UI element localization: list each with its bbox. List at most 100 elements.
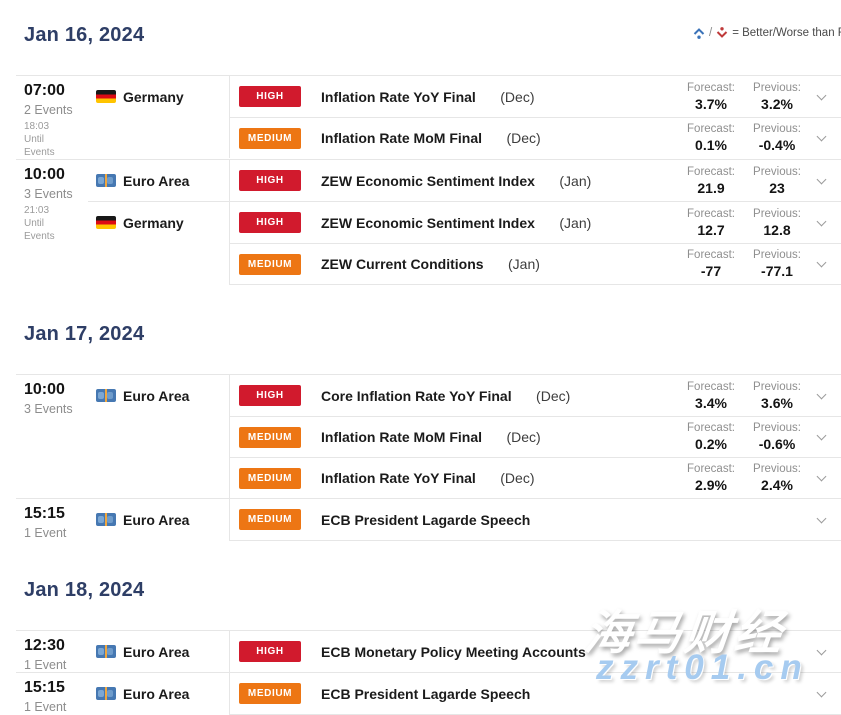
event-row[interactable]: HIGH Inflation Rate YoY Final (Dec) Fore… — [230, 76, 841, 117]
forecast-col: Forecast: 3.7% — [684, 82, 738, 112]
forecast-previous: Forecast: 12.7 Previous: 12.8 — [684, 208, 804, 238]
event-title: ECB President Lagarde Speech — [321, 685, 531, 702]
expand-chevron-icon[interactable] — [816, 513, 827, 523]
event-row[interactable]: MEDIUM ZEW Current Conditions (Jan) Fore… — [230, 243, 841, 284]
forecast-previous: Forecast: 0.1% Previous: -0.4% — [684, 123, 804, 153]
event-row[interactable]: MEDIUM ECB President Lagarde Speech — [230, 499, 841, 540]
euro-area-flag-icon — [96, 645, 116, 658]
expand-chevron-icon[interactable] — [816, 471, 827, 482]
event-title: Inflation Rate YoY Final — [321, 88, 476, 105]
country-events: HIGH Core Inflation Rate YoY Final (Dec)… — [229, 375, 841, 498]
expand-chevron-icon[interactable] — [816, 430, 827, 441]
date-heading: Jan 17, 2024 — [24, 323, 145, 345]
events-table: 12:30 1 Event Euro Area HIGH ECB Monetar… — [16, 630, 841, 715]
event-title: Inflation Rate YoY Final — [321, 470, 476, 486]
country-events: MEDIUM ECB President Lagarde Speech — [229, 673, 841, 715]
country-cell: Euro Area — [88, 499, 229, 541]
previous-label: Previous: — [753, 380, 801, 393]
event-row[interactable]: HIGH ZEW Economic Sentiment Index (Jan) … — [230, 202, 841, 243]
euro-area-flag-icon — [96, 174, 116, 187]
expand-chevron-icon[interactable] — [816, 216, 827, 226]
country-blocks: Germany HIGH Inflation Rate YoY Final (D… — [88, 76, 841, 159]
day-section: Jan 16, 2024 07:00 2 Events 18:03 Until Ev… — [16, 24, 841, 285]
expand-chevron-icon[interactable] — [816, 645, 827, 655]
forecast-previous: Forecast: 3.4% Previous: 3.6% — [684, 381, 804, 411]
previous-label: Previous: — [753, 422, 801, 434]
previous-value: -77.1 — [761, 263, 793, 279]
expand-chevron-icon[interactable] — [816, 257, 827, 268]
event-row[interactable]: MEDIUM Inflation Rate MoM Final (Dec) Fo… — [230, 117, 841, 158]
expand-chevron-icon[interactable] — [816, 90, 827, 100]
time-cell: 15:15 1 Event — [16, 673, 88, 715]
impact-badge: HIGH — [239, 641, 301, 662]
previous-value: 23 — [769, 179, 785, 196]
impact-badge: MEDIUM — [239, 253, 301, 275]
forecast-value: -77 — [700, 263, 722, 279]
time-group: 12:30 1 Event Euro Area HIGH ECB Monetar… — [16, 631, 841, 672]
previous-value: 3.6% — [761, 394, 793, 411]
forecast-col: Forecast: 21.9 — [684, 166, 738, 196]
impact-badge: HIGH — [239, 86, 301, 107]
previous-value: 3.2% — [761, 95, 793, 112]
countdown-line: Events — [24, 147, 55, 158]
forecast-col: Forecast: -77 — [684, 249, 738, 279]
event-time: 12:30 — [24, 637, 65, 654]
country-block: Euro Area HIGH ECB Monetary Policy Meeti… — [88, 631, 841, 672]
event-row[interactable]: MEDIUM Inflation Rate MoM Final (Dec) Fo… — [230, 416, 841, 457]
expand-chevron-icon[interactable] — [816, 389, 827, 399]
countdown: 21:03 Until Events — [24, 204, 88, 243]
previous-label: Previous: — [753, 165, 801, 178]
expand-chevron-icon[interactable] — [816, 131, 827, 142]
country-name: Germany — [123, 88, 184, 105]
forecast-previous: Forecast: 3.7% Previous: 3.2% — [684, 82, 804, 112]
event-row[interactable]: HIGH ECB Monetary Policy Meeting Account… — [230, 631, 841, 672]
country-events: HIGH ECB Monetary Policy Meeting Account… — [229, 631, 841, 672]
time-cell: 10:00 3 Events — [16, 375, 88, 498]
event-title: Inflation Rate MoM Final — [321, 130, 482, 146]
event-row[interactable]: HIGH ZEW Economic Sentiment Index (Jan) … — [230, 160, 841, 201]
forecast-col: Forecast: 12.7 — [684, 208, 738, 238]
event-row[interactable]: MEDIUM Inflation Rate YoY Final (Dec) Fo… — [230, 457, 841, 498]
impact-badge: MEDIUM — [239, 426, 301, 448]
time-group: 15:15 1 Event Euro Area MEDIUM ECB Presi… — [16, 498, 841, 541]
event-title: ECB President Lagarde Speech — [321, 511, 531, 528]
countdown-line: 21:03 — [24, 205, 50, 216]
events-count: 1 Event — [24, 700, 67, 714]
previous-value: -0.6% — [758, 436, 796, 452]
time-cell: 15:15 1 Event — [16, 499, 88, 541]
forecast-label: Forecast: — [687, 463, 735, 475]
previous-col: Previous: 3.2% — [750, 82, 804, 112]
event-time: 07:00 — [24, 82, 65, 99]
event-time: 15:15 — [24, 679, 65, 696]
event-row[interactable]: MEDIUM ECB President Lagarde Speech — [230, 673, 841, 714]
event-row[interactable]: HIGH Core Inflation Rate YoY Final (Dec)… — [230, 375, 841, 416]
event-period: (Jan) — [508, 256, 540, 272]
time-cell: 07:00 2 Events 18:03 Until Events — [16, 76, 88, 159]
expand-chevron-icon[interactable] — [816, 174, 827, 184]
time-group: 10:00 3 Events Euro Area HIGH Core Infla… — [16, 375, 841, 498]
country-events: HIGH Inflation Rate YoY Final (Dec) Fore… — [229, 76, 841, 158]
country-blocks: Euro Area HIGH ZEW Economic Sentiment In… — [88, 160, 841, 285]
countdown-line: Until — [24, 134, 45, 145]
forecast-value: 0.1% — [695, 137, 727, 153]
forecast-previous: Forecast: 2.9% Previous: 2.4% — [684, 463, 804, 493]
forecast-col: Forecast: 0.2% — [684, 422, 738, 452]
forecast-label: Forecast: — [687, 249, 735, 261]
impact-badge: HIGH — [239, 170, 301, 191]
country-blocks: Euro Area HIGH Core Inflation Rate YoY F… — [88, 375, 841, 498]
event-title: ZEW Current Conditions — [321, 256, 484, 272]
legend-separator: / — [709, 27, 713, 39]
country-events: MEDIUM ECB President Lagarde Speech — [229, 499, 841, 541]
forecast-previous: Forecast: 0.2% Previous: -0.6% — [684, 422, 804, 452]
forecast-label: Forecast: — [687, 380, 735, 393]
expand-chevron-icon[interactable] — [816, 687, 827, 697]
country-blocks: Euro Area MEDIUM ECB President Lagarde S… — [88, 673, 841, 715]
day-section: Jan 18, 2024 12:30 1 Event Euro Area HIG… — [16, 579, 841, 715]
time-group: 10:00 3 Events 21:03 Until Events Euro Are… — [16, 159, 841, 285]
event-title: Inflation Rate MoM Final — [321, 429, 482, 445]
previous-col: Previous: 12.8 — [750, 208, 804, 238]
country-block: Euro Area MEDIUM ECB President Lagarde S… — [88, 499, 841, 541]
country-blocks: Euro Area MEDIUM ECB President Lagarde S… — [88, 499, 841, 541]
previous-value: -0.4% — [758, 137, 796, 153]
country-block: Germany HIGH Inflation Rate YoY Final (D… — [88, 76, 841, 158]
